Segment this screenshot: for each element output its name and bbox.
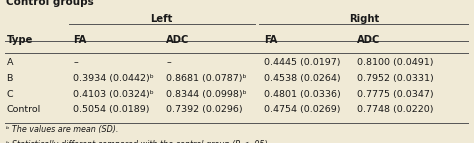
Text: 0.7392 (0.0296): 0.7392 (0.0296) [166,105,243,114]
Text: 0.4754 (0.0269): 0.4754 (0.0269) [264,105,340,114]
Text: ADC: ADC [357,35,380,45]
Text: FA: FA [73,35,87,45]
Text: 0.8100 (0.0491): 0.8100 (0.0491) [357,58,433,67]
Text: ADC: ADC [166,35,190,45]
Text: 0.4538 (0.0264): 0.4538 (0.0264) [264,74,340,83]
Text: FA: FA [264,35,277,45]
Text: 0.8344 (0.0998)ᵇ: 0.8344 (0.0998)ᵇ [166,90,247,99]
Text: Right: Right [349,14,379,24]
Text: A: A [7,58,13,67]
Text: –: – [73,58,78,67]
Text: C: C [7,90,13,99]
Text: B: B [7,74,13,83]
Text: 0.7775 (0.0347): 0.7775 (0.0347) [357,90,433,99]
Text: 0.4801 (0.0336): 0.4801 (0.0336) [264,90,341,99]
Text: 0.8681 (0.0787)ᵇ: 0.8681 (0.0787)ᵇ [166,74,247,83]
Text: ᵇ The values are mean (SD).: ᵇ The values are mean (SD). [6,125,118,134]
Text: Type: Type [7,35,33,45]
Text: ᵇ Statistically different compared with the control group (P < .05).: ᵇ Statistically different compared with … [6,140,270,143]
Text: 0.7748 (0.0220): 0.7748 (0.0220) [357,105,433,114]
Text: –: – [166,58,171,67]
Text: 0.3934 (0.0442)ᵇ: 0.3934 (0.0442)ᵇ [73,74,154,83]
Text: 0.5054 (0.0189): 0.5054 (0.0189) [73,105,150,114]
Text: Left: Left [151,14,173,24]
Text: Control groups: Control groups [6,0,93,7]
Text: Control: Control [7,105,41,114]
Text: 0.4445 (0.0197): 0.4445 (0.0197) [264,58,340,67]
Text: 0.4103 (0.0324)ᵇ: 0.4103 (0.0324)ᵇ [73,90,154,99]
Text: 0.7952 (0.0331): 0.7952 (0.0331) [357,74,434,83]
